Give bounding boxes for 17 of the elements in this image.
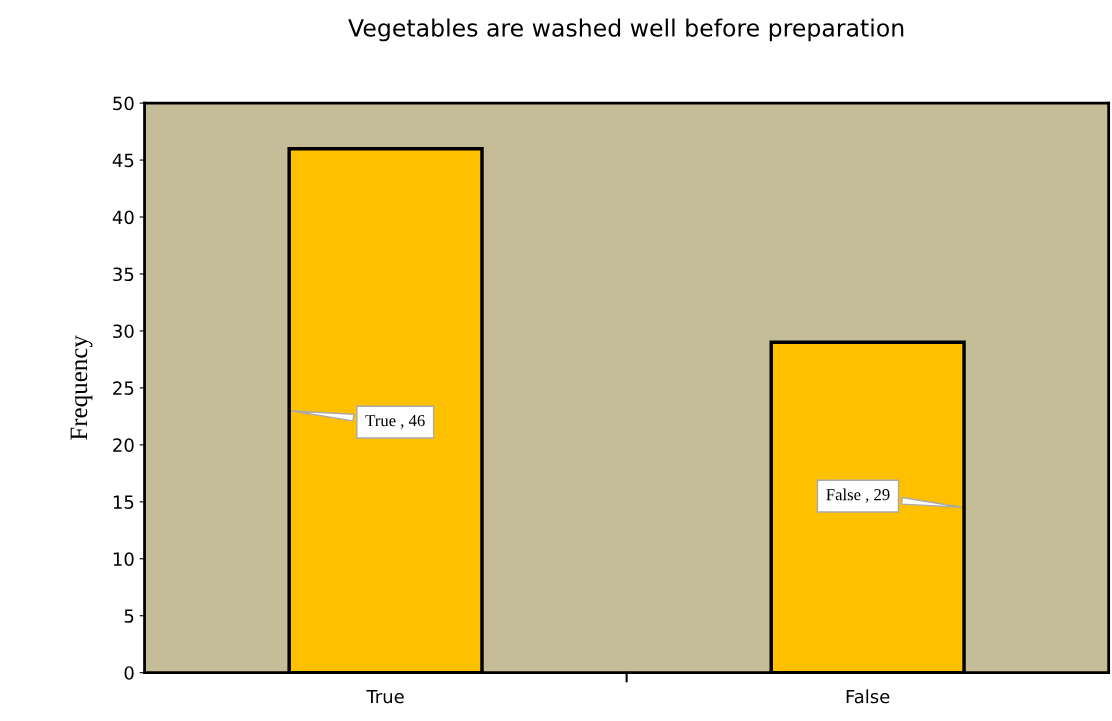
data-label: False , 29	[826, 488, 890, 503]
y-tick-label: 10	[113, 552, 134, 566]
y-tick-label: 35	[113, 267, 134, 282]
y-tick-label: 45	[112, 153, 134, 168]
y-tick-label: 25	[113, 381, 134, 396]
y-tick-label: 40	[112, 210, 134, 225]
y-tick-label: 50	[113, 96, 134, 111]
y-tick-label: 20	[113, 438, 134, 452]
x-tick-label: True	[366, 689, 404, 704]
y-axis-title: Frequency	[70, 335, 93, 440]
data-label: True , 46	[365, 415, 425, 429]
y-tick-label: 5	[124, 609, 134, 623]
y-tick-label: 15	[113, 495, 134, 509]
x-tick-label: False	[846, 689, 890, 704]
y-tick-label: 30	[113, 324, 134, 339]
chart-title: Vegetables are washed well before preparation	[348, 18, 904, 42]
y-tick-label: 0	[124, 666, 134, 680]
